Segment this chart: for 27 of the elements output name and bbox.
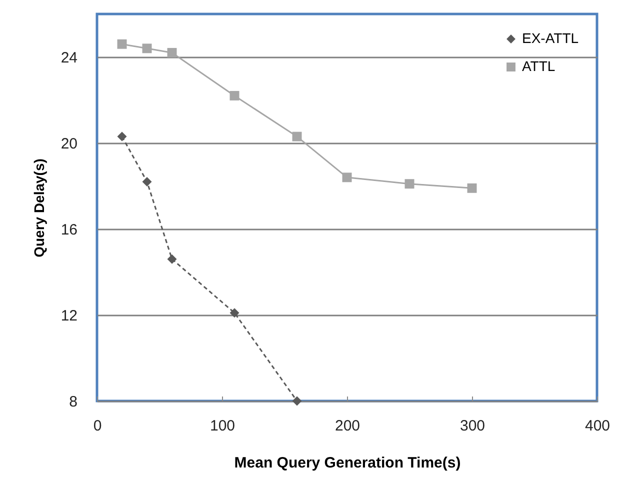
y-tick-label: 12 — [60, 308, 78, 324]
point — [230, 90, 240, 100]
y-tick-label: 8 — [69, 394, 78, 410]
point — [292, 396, 302, 406]
legend-label: EX-ATTL — [522, 30, 579, 46]
y-tick-label: 20 — [60, 136, 78, 152]
x-tick-label: 100 — [210, 418, 236, 434]
point — [292, 132, 302, 142]
point — [167, 254, 177, 264]
point — [467, 183, 477, 193]
point — [167, 48, 177, 58]
point — [117, 132, 127, 142]
x-axis-title: Mean Query Generation Time(s) — [234, 454, 461, 472]
y-tick-label: 24 — [60, 50, 78, 66]
y-tick-label: 16 — [60, 222, 78, 238]
y-axis-title: Query Delay(s) — [30, 158, 47, 258]
x-tick-label: 0 — [93, 418, 102, 434]
point — [142, 176, 152, 186]
x-tick-label: 300 — [460, 418, 486, 434]
point — [342, 172, 352, 182]
point — [230, 308, 240, 318]
x-tick-label: 400 — [584, 418, 610, 434]
x-tick-label: 200 — [334, 418, 360, 434]
point — [404, 179, 414, 189]
legend-label: ATTL — [522, 58, 556, 74]
point — [142, 44, 152, 54]
point — [117, 39, 127, 49]
